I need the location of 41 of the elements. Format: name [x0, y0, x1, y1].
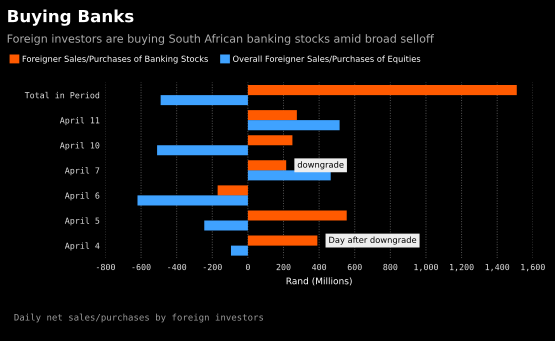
y-tick-label: April 4: [64, 242, 100, 251]
x-tick-label: 200: [276, 264, 290, 270]
x-tick-label: 0: [246, 264, 250, 270]
x-axis-title: Rand (Millions): [286, 277, 352, 286]
y-tick-label: Total in Period: [24, 92, 100, 98]
chart-subtitle: Foreign investors are buying South African banking stocks amid broad selloff: [8, 34, 434, 45]
x-tick-label: 600: [348, 264, 362, 270]
legend-label: Overall Foreigner Sales/Purchases of Equities: [232, 55, 420, 64]
text: Daily net sales/purchases by foreign investors: [14, 314, 263, 322]
bar: [218, 185, 248, 196]
bar: [160, 95, 248, 106]
x-tick-label: -600: [132, 264, 151, 270]
bar: [248, 160, 286, 170]
x-tick-label: 1,200: [450, 264, 474, 272]
y-tick-label: April 6: [64, 192, 100, 200]
bar: [248, 85, 517, 96]
bar: [230, 246, 248, 256]
legend-label: Foreigner Sales/Purchases of Banking Stocks: [22, 55, 208, 64]
x-tick-label: 800: [383, 264, 398, 270]
x-tick-label: 1,600: [521, 264, 545, 272]
x-tick-label: 400: [312, 264, 326, 270]
y-tick-label: April 10: [60, 142, 100, 150]
y-tick-label: April 5: [64, 217, 100, 226]
annotation: downgrade: [298, 161, 344, 170]
bar: [248, 135, 292, 146]
bar: [204, 220, 248, 231]
bar: [248, 236, 318, 246]
annotation: Day after downgrade: [329, 236, 416, 245]
y-tick-label: April 7: [64, 167, 100, 176]
x-tick-label: -200: [204, 264, 222, 270]
bar: [248, 110, 297, 120]
x-tick-label: 1,400: [486, 264, 510, 272]
bar: [248, 210, 347, 221]
y-tick-label: April 11: [60, 116, 100, 126]
x-tick-label: -400: [168, 264, 186, 270]
x-tick-label: 1,000: [414, 264, 438, 272]
bar: [248, 120, 340, 130]
chart-title: Buying Banks: [8, 10, 134, 26]
bar: [157, 145, 248, 156]
x-tick-label: -800: [96, 264, 115, 270]
bar: [138, 195, 248, 206]
